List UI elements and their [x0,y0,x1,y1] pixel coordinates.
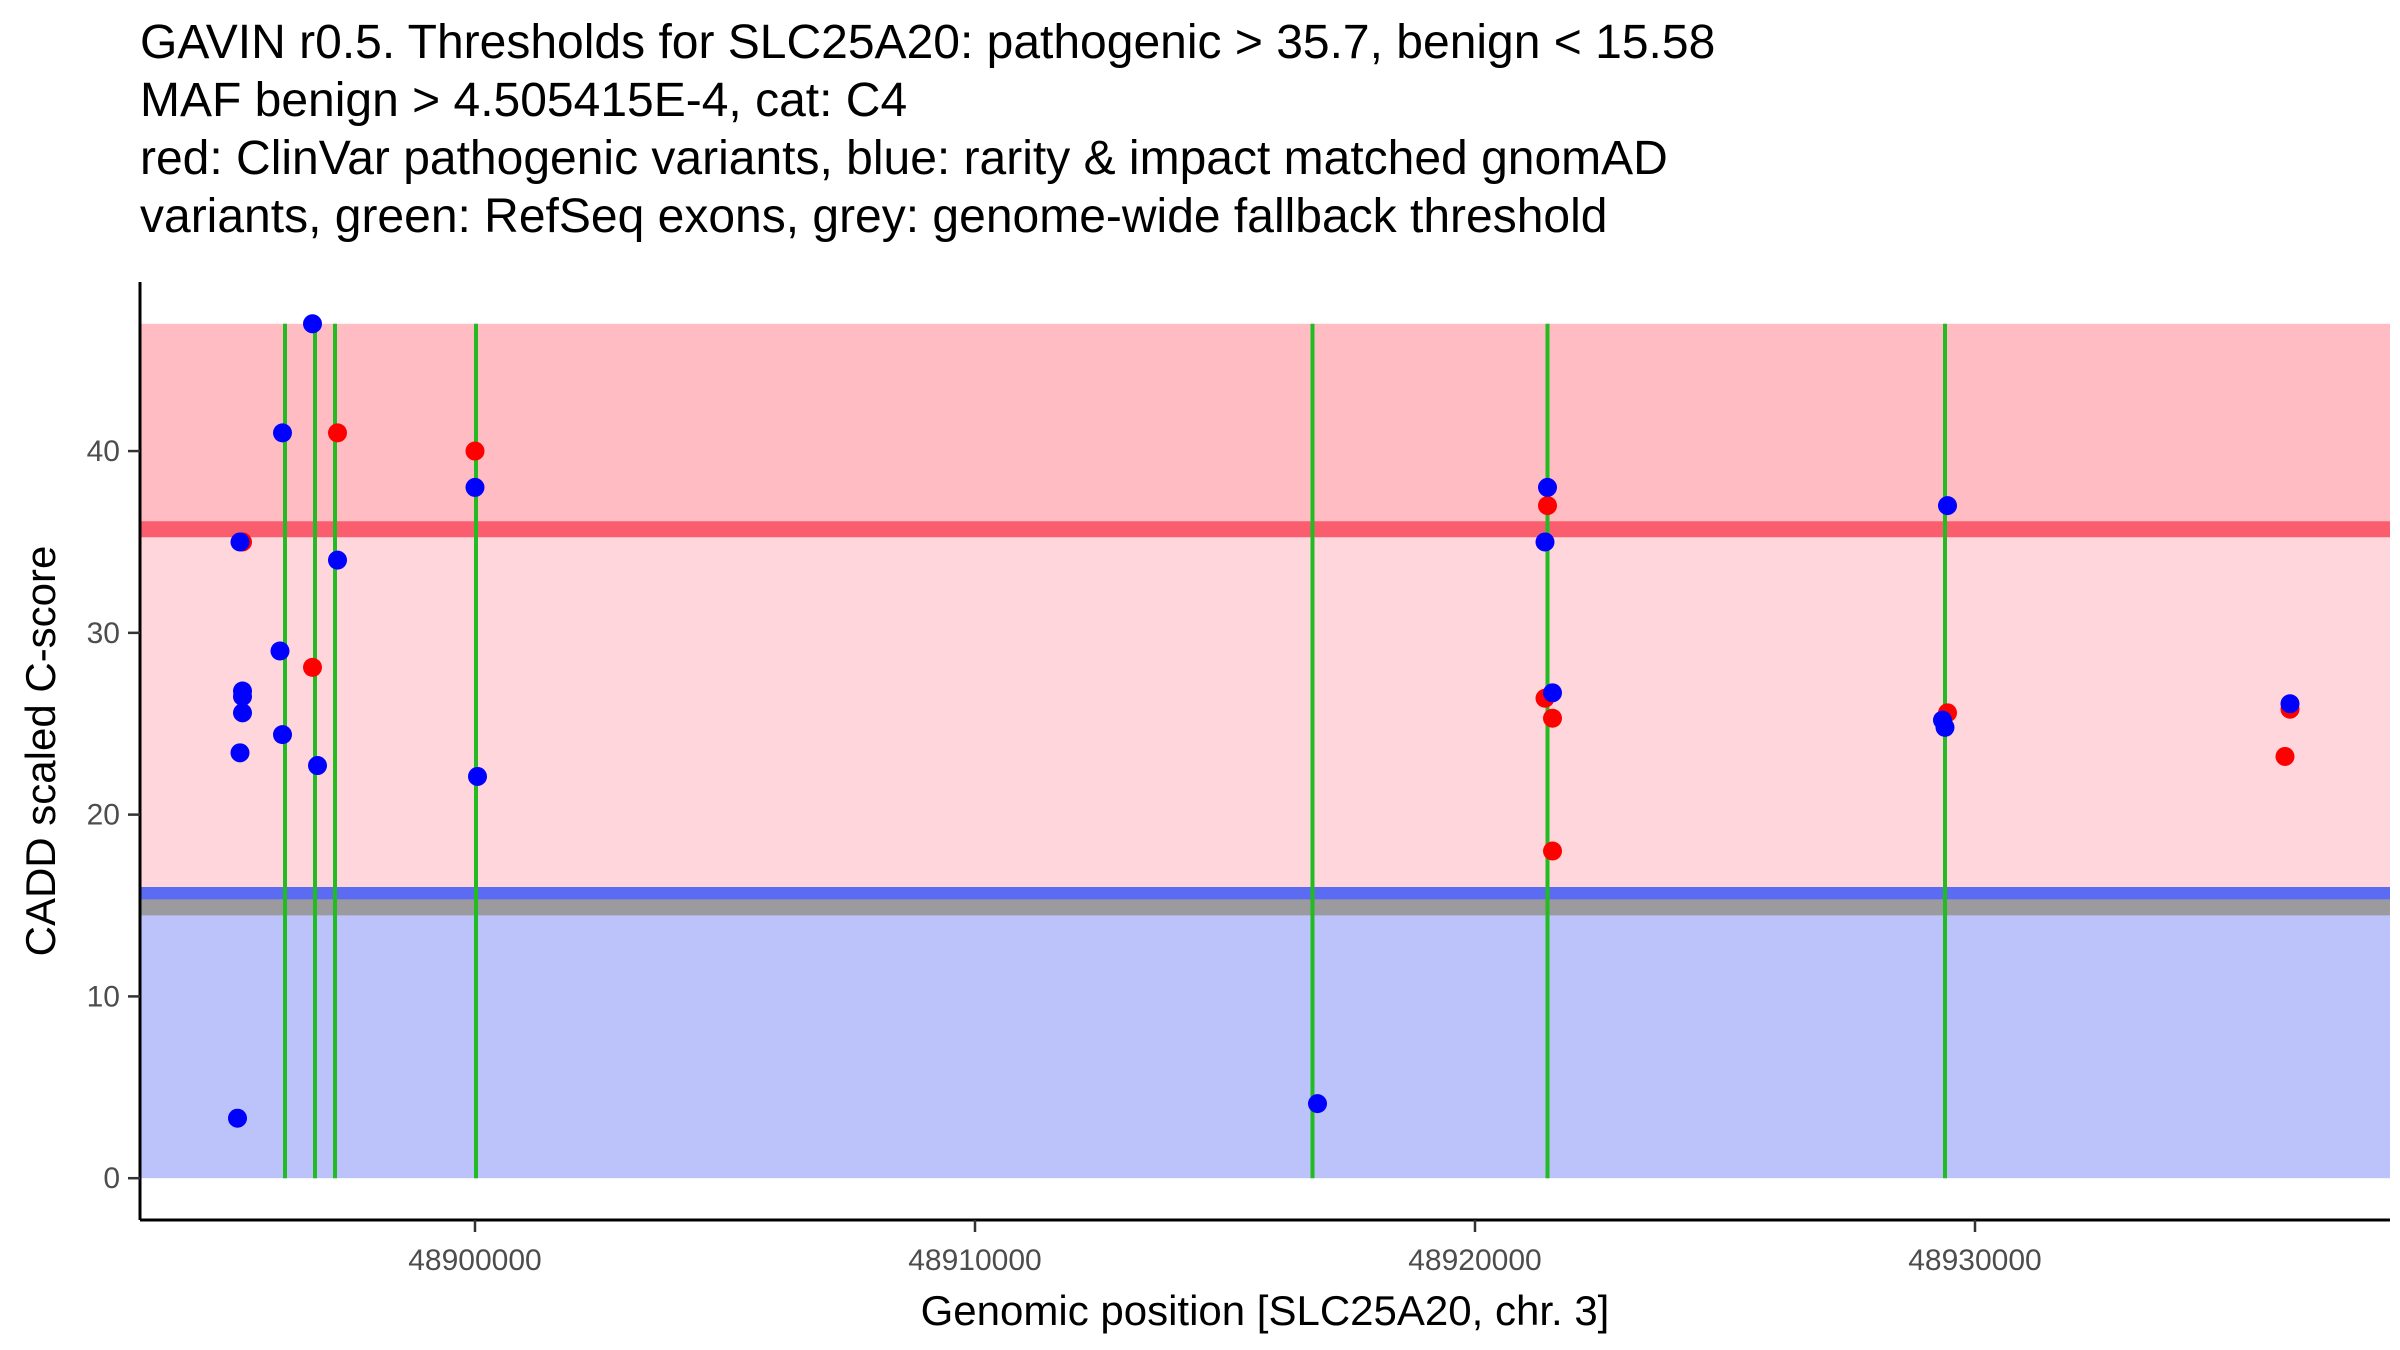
clinvar-point-3 [328,423,347,443]
gnomad-point-18 [1543,683,1562,703]
gnomad-series [228,314,2300,1128]
y-tick-label-2: 10 [87,980,120,1013]
data-points [228,314,2300,1128]
benign-region [140,894,2390,1179]
exon-lines [283,323,1947,1179]
x-axis-label: Genomic position [SLC25A20, chr. 3] [921,1287,1610,1334]
gnomad-point-22 [2280,694,2300,714]
clinvar-point-7 [1543,708,1562,728]
gnomad-point-17 [1535,532,1555,552]
gnomad-point-14 [468,766,487,786]
title-line-2: MAF benign > 4.505415E-4, cat: C4 [140,74,908,127]
threshold-regions [140,323,2390,1179]
middle-region [140,529,2390,895]
clinvar-point-8 [1543,841,1562,861]
clinvar-series [233,423,2300,861]
gnomad-point-3 [233,686,252,706]
gnomad-point-21 [1938,496,1957,516]
title-line-3: red: ClinVar pathogenic variants, blue: … [140,132,1668,185]
title-line-4: variants, green: RefSeq exons, grey: gen… [140,190,1608,243]
gnomad-point-9 [273,725,292,745]
x-tick-label-3: 48920000 [1408,1244,1541,1277]
x-tick-label-2: 48910000 [908,1244,1041,1277]
x-tick-label-4: 48930000 [1908,1244,2041,1277]
clinvar-point-4 [465,441,485,461]
gnomad-point-13 [465,477,485,497]
gnomad-point-5 [230,743,250,763]
gnomad-point-12 [328,550,347,570]
gnomad-point-6 [228,1108,247,1128]
title-line-1: GAVIN r0.5. Thresholds for SLC25A20: pat… [140,16,1716,69]
y-axis-ticks: 0 10 20 30 40 [87,435,140,1195]
y-axis-label: CADD scaled C-score [17,546,64,957]
y-tick-label-1: 0 [103,1162,120,1195]
gnomad-point-20 [1935,717,1955,737]
gnomad-point-11 [308,756,327,776]
gnomad-point-8 [270,641,290,661]
y-tick-label-3: 20 [87,799,120,832]
chart-title: GAVIN r0.5. Thresholds for SLC25A20: pat… [140,14,2380,246]
pathogenic-region [140,323,2390,530]
clinvar-point-2 [303,657,322,677]
gnomad-point-15 [1308,1094,1327,1114]
gnomad-point-4 [233,703,252,723]
clinvar-point-5 [1538,496,1557,516]
gnomad-point-7 [273,423,292,443]
x-tick-label-1: 48900000 [408,1244,541,1277]
axes [138,282,2390,1222]
y-tick-label-5: 40 [87,435,120,468]
y-tick-label-4: 30 [87,617,120,650]
gnomad-point-1 [230,532,250,552]
threshold-lines [140,521,2390,916]
x-axis-ticks: 48900000 48910000 48920000 48930000 [408,1220,2042,1277]
clinvar-point-10 [2275,746,2295,766]
gnomad-point-16 [1538,477,1557,497]
gnomad-point-10 [303,314,322,334]
